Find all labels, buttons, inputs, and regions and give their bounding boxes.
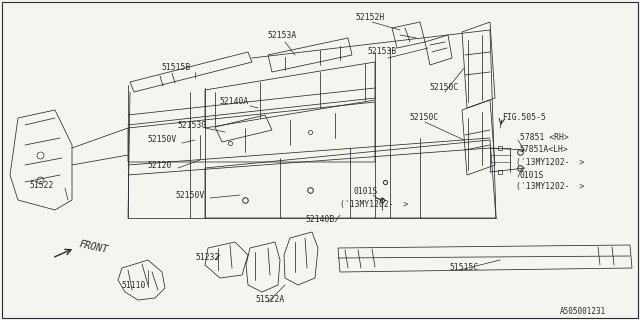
Text: 52140A: 52140A [220,98,249,107]
Text: 0101S: 0101S [520,171,545,180]
Text: ('13MY1202-  >: ('13MY1202- > [516,157,584,166]
Text: 52150V: 52150V [175,191,204,201]
Text: 51515C: 51515C [450,263,479,273]
Text: 52120: 52120 [148,161,172,170]
Text: 52150C: 52150C [410,114,439,123]
Text: 52153G: 52153G [178,121,207,130]
Text: FIG.505-5: FIG.505-5 [502,114,546,123]
Text: 51522: 51522 [30,180,54,189]
Text: A505001231: A505001231 [560,308,606,316]
Text: 51515B: 51515B [162,63,191,73]
Text: 52153A: 52153A [268,30,297,39]
Text: 57851A<LH>: 57851A<LH> [520,146,569,155]
Text: 52153B: 52153B [368,47,397,57]
Text: 0101S: 0101S [353,188,378,196]
Text: 52150C: 52150C [430,84,460,92]
Text: ('13MY1202-  >: ('13MY1202- > [516,182,584,191]
Text: 57851 <RH>: 57851 <RH> [520,133,569,142]
Text: 51232: 51232 [195,253,220,262]
Text: 52150V: 52150V [148,135,177,145]
Text: 52140B: 52140B [305,215,334,225]
Text: 51110: 51110 [122,281,147,290]
Text: FRONT: FRONT [78,239,109,255]
Text: 52152H: 52152H [355,13,384,22]
Text: ('13MY1202-  >: ('13MY1202- > [340,199,408,209]
Text: 51522A: 51522A [255,295,284,305]
